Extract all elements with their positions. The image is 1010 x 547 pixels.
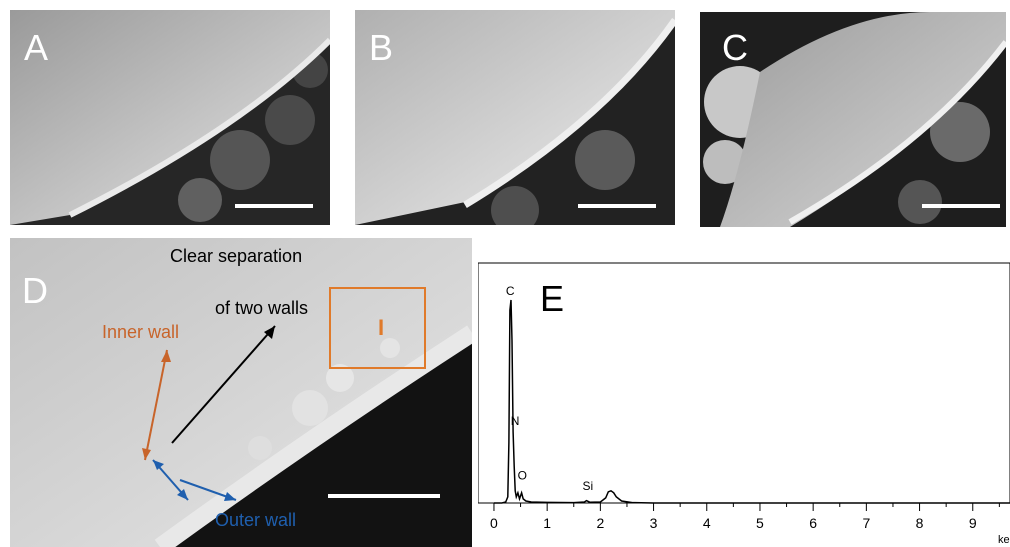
scale-bar-b [578, 204, 656, 208]
eds-spectrum-line [494, 299, 1010, 504]
x-tick-label: 0 [490, 515, 498, 531]
x-tick-label: 5 [756, 515, 764, 531]
scale-bar-d [328, 494, 440, 498]
panel-label-a: A [24, 27, 49, 68]
x-tick-label: 6 [809, 515, 817, 531]
x-tick-label: 4 [703, 515, 711, 531]
inset-marker: I [378, 315, 384, 340]
outer-wall-label: Outer wall [215, 510, 297, 530]
separation-arrow [171, 325, 276, 444]
panel-label-c: C [722, 27, 748, 68]
scale-bar-c [922, 204, 1000, 208]
x-axis-label: ke [998, 534, 1010, 546]
x-tick-label: 3 [650, 515, 658, 531]
panel-label-d: D [22, 270, 48, 311]
x-tick-label: 2 [596, 515, 604, 531]
separation-arrowhead [264, 326, 275, 339]
peak-label-o: O [518, 469, 527, 483]
sem-image-a [10, 10, 330, 225]
inner-wall-arrow [144, 349, 168, 461]
x-tick-label: 8 [916, 515, 924, 531]
inset-box [329, 287, 426, 369]
plot-frame [478, 262, 1010, 504]
peak-label-si: Si [583, 479, 594, 493]
x-tick-label: 9 [969, 515, 977, 531]
separation-label-line1: Clear separation [170, 246, 303, 266]
sem-panel-a: A [10, 10, 330, 225]
peak-label-c: C [506, 284, 515, 298]
sem-panel-b: B [355, 10, 675, 225]
x-tick-label: 1 [543, 515, 551, 531]
eds-spectrum-panel: 0 1 2 3 4 5 6 7 8 9 ke C N O Si E [478, 238, 1010, 547]
eds-spectrum-chart: 0 1 2 3 4 5 6 7 8 9 ke C N O Si [478, 262, 1010, 546]
panel-label-e: E [540, 278, 565, 319]
sem-panel-c: C [700, 12, 1006, 227]
x-tick-label: 7 [862, 515, 870, 531]
sem-image-d: I [10, 238, 472, 547]
scale-bar-a [235, 204, 313, 208]
sem-image-c [700, 12, 1006, 227]
separation-label-line2: of two walls [215, 298, 309, 318]
panel-label-b: B [369, 27, 394, 68]
sem-panel-d: I D Clear separation of two walls Inner … [10, 238, 472, 547]
inner-wall-label: Inner wall [102, 322, 180, 342]
sem-image-b [355, 10, 675, 225]
peak-label-n: N [511, 414, 520, 428]
